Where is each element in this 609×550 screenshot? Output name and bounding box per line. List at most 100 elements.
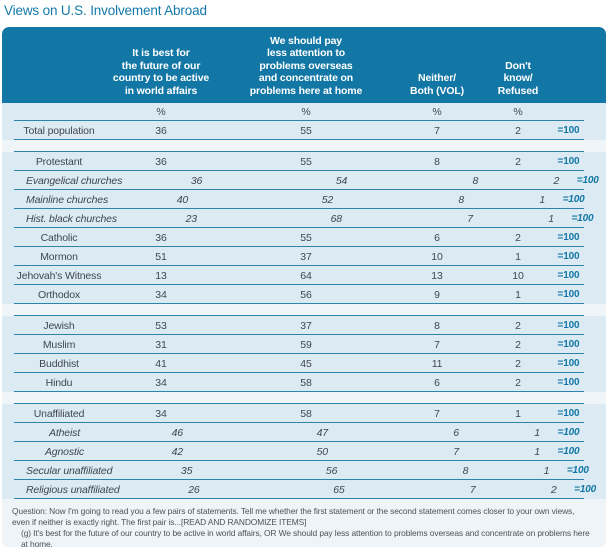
page-title: Views on U.S. Involvement Abroad — [4, 3, 207, 18]
section-gap — [2, 304, 606, 316]
table-row: Atheist 46 47 6 1 =100 — [2, 423, 606, 442]
row-label: Jehovah's Witness — [16, 269, 102, 282]
cell-value: 35 — [180, 464, 193, 477]
cell-value: 52 — [321, 193, 334, 206]
cell-value: 8 — [462, 464, 469, 477]
footnote-question: Question: Now I'm going to read you a fe… — [12, 506, 575, 527]
cell-value: 11 — [431, 357, 443, 370]
row-total: =100 — [566, 465, 589, 476]
table-row: Unaffiliated 34 58 7 1 =100 — [2, 404, 606, 423]
cell-value: 1 — [534, 426, 540, 439]
table-row: Religious unaffiliated 26 65 7 2 =100 — [2, 480, 606, 499]
cell-value: 55 — [300, 155, 312, 168]
table-row: Buddhist 41 45 11 2 =100 — [2, 354, 606, 373]
table-row: Secular unaffiliated 35 56 8 1 =100 — [2, 461, 606, 480]
cell-value: 34 — [155, 288, 167, 301]
column-header-less-attention-overseas: We should pay less attention to problems… — [249, 34, 363, 97]
row-total: =100 — [557, 320, 580, 331]
cell-value: 65 — [333, 483, 345, 496]
row-label: Protestant — [35, 155, 83, 168]
survey-table: It is best for the future of our country… — [2, 27, 606, 547]
cell-value: 53 — [155, 319, 167, 332]
cell-value: 1 — [515, 250, 521, 263]
row-label: Mainline churches — [26, 193, 109, 206]
cell-value: 36 — [155, 231, 167, 244]
cell-value: 7 — [434, 407, 440, 420]
cell-value: 59 — [300, 338, 312, 351]
row-total: =100 — [574, 484, 597, 495]
cell-value: 7 — [434, 338, 440, 351]
row-label: Orthodox — [38, 288, 80, 301]
table-body: %%%% Total population 36 55 7 2 =100 Protestant… — [2, 103, 606, 499]
row-total: =100 — [562, 194, 585, 205]
cell-value: 8 — [434, 155, 440, 168]
cell-value: 8 — [434, 319, 440, 332]
cell-value: 2 — [515, 357, 521, 370]
row-label: Agnostic — [44, 445, 85, 458]
percent-symbol: % — [513, 106, 523, 118]
table-row: Jewish 53 37 8 2 =100 — [2, 316, 606, 335]
cell-value: 1 — [515, 407, 521, 420]
cell-value: 56 — [325, 464, 338, 477]
row-label: Catholic — [40, 231, 78, 244]
cell-value: 2 — [515, 338, 521, 351]
cell-value: 36 — [190, 174, 203, 187]
section-gap — [2, 140, 606, 152]
table-row: Total population 36 55 7 2 =100 — [2, 121, 606, 140]
row-total: =100 — [557, 377, 580, 388]
cell-value: 7 — [467, 212, 473, 225]
cell-value: 13 — [431, 269, 443, 282]
cell-value: 8 — [458, 193, 465, 206]
cell-value: 1 — [543, 464, 550, 477]
cell-value: 26 — [188, 483, 200, 496]
cell-value: 10 — [512, 269, 524, 282]
cell-value: 64 — [300, 269, 312, 282]
cell-value: 2 — [515, 376, 521, 389]
cell-value: 1 — [548, 212, 554, 225]
table-row: Orthodox 34 56 9 1 =100 — [2, 285, 606, 304]
row-total: =100 — [557, 446, 580, 457]
row-total: =100 — [557, 358, 580, 369]
cell-value: 40 — [176, 193, 189, 206]
footnote-item: (g) It's best for the future of our coun… — [21, 527, 590, 547]
row-label: Unaffiliated — [33, 407, 85, 420]
cell-value: 55 — [300, 231, 312, 244]
row-total: =100 — [576, 175, 599, 186]
row-total: =100 — [557, 408, 580, 419]
cell-value: 9 — [434, 288, 440, 301]
cell-value: 1 — [515, 288, 521, 301]
row-label: Secular unaffiliated — [26, 464, 113, 477]
cell-value: 2 — [515, 155, 521, 168]
cell-value: 7 — [453, 445, 459, 458]
cell-value: 10 — [431, 250, 443, 263]
cell-value: 13 — [155, 269, 167, 282]
row-label: Evangelical churches — [26, 174, 123, 187]
table-row: Agnostic 42 50 7 1 =100 — [2, 442, 606, 461]
row-label: Buddhist — [39, 357, 79, 370]
cell-value: 34 — [155, 376, 167, 389]
row-label: Religious unaffiliated — [26, 483, 120, 496]
cell-value: 2 — [553, 174, 560, 187]
cell-value: 50 — [316, 445, 329, 458]
cell-value: 37 — [300, 319, 312, 332]
cell-value: 37 — [300, 250, 312, 263]
cell-value: 34 — [155, 407, 167, 420]
table-row: Mainline churches 40 52 8 1 =100 — [2, 190, 606, 209]
column-header-active-world-affairs: It is best for the future of our country… — [112, 47, 210, 97]
cell-value: 6 — [434, 231, 440, 244]
cell-value: 47 — [316, 426, 329, 439]
section-gap — [2, 392, 606, 404]
row-label: Total population — [23, 124, 95, 137]
percent-symbol: % — [301, 106, 311, 118]
row-total: =100 — [557, 232, 580, 243]
cell-value: 31 — [155, 338, 167, 351]
table-row: Hindu 34 58 6 2 =100 — [2, 373, 606, 392]
row-total: =100 — [557, 339, 580, 350]
cell-value: 36 — [155, 124, 167, 137]
cell-value: 7 — [434, 124, 440, 137]
cell-value: 68 — [330, 212, 343, 225]
column-header-dont-know-refused: Don't know/ Refused — [497, 59, 539, 97]
table-header: It is best for the future of our country… — [2, 27, 606, 103]
cell-value: 8 — [472, 174, 479, 187]
cell-value: 45 — [300, 357, 312, 370]
